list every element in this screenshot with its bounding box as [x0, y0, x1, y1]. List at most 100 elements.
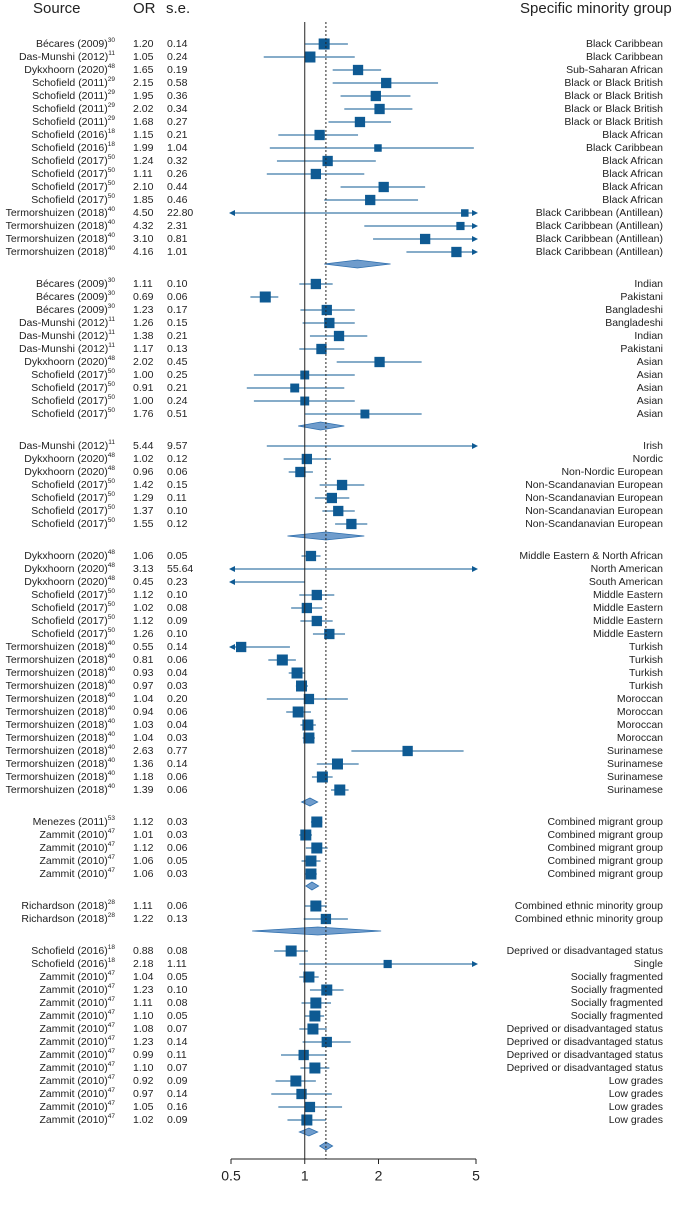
row-group: Asian [637, 408, 663, 420]
row-source: Termorshuizen (2018)40 [6, 232, 116, 245]
row-se: 0.36 [167, 90, 188, 102]
row-group: Turkish [629, 680, 663, 692]
row-source: Zammit (2010)47 [40, 854, 116, 867]
effect-square [333, 505, 344, 517]
row-source: Schofield (2011)29 [32, 89, 115, 102]
row-se: 0.04 [167, 719, 188, 731]
row-or: 0.69 [133, 291, 154, 303]
row-se: 0.05 [167, 855, 188, 867]
effect-square [451, 246, 462, 258]
row-source: Zammit (2010)47 [40, 1113, 116, 1126]
row-source: Termorshuizen (2018)40 [6, 219, 116, 232]
row-group: Surinamese [607, 784, 663, 796]
row-source: Termorshuizen (2018)40 [6, 679, 116, 692]
pooled-diamond [298, 421, 345, 431]
ci-arrow-left [229, 210, 235, 216]
row-group: Socially fragmented [571, 1010, 663, 1022]
row-group: Surinamese [607, 771, 663, 783]
row-source: Zammit (2010)47 [40, 996, 116, 1009]
row-group: Non-Scandanavian European [525, 492, 663, 504]
row-or: 1.42 [133, 479, 154, 491]
header-se: s.e. [166, 0, 191, 17]
effect-square [336, 479, 348, 491]
effect-square [290, 1075, 302, 1087]
row-se: 0.05 [167, 550, 188, 562]
row-source: Schofield (2011)29 [32, 76, 115, 89]
row-source: Zammit (2010)47 [40, 1048, 116, 1061]
effect-square [333, 330, 345, 342]
effect-square [303, 693, 315, 705]
pooled-diamond [324, 259, 391, 269]
row-source: Termorshuizen (2018)40 [6, 692, 116, 705]
row-or: 0.55 [133, 641, 154, 653]
row-source: Bécares (2009)30 [36, 290, 115, 303]
row-or: 0.96 [133, 466, 154, 478]
effect-square [295, 466, 306, 478]
effect-square [354, 116, 366, 128]
row-or: 1.04 [133, 693, 154, 705]
row-group: Combined migrant group [547, 842, 663, 854]
effect-square [316, 771, 328, 783]
row-or: 0.99 [133, 1049, 154, 1061]
row-se: 55.64 [167, 563, 193, 575]
row-group: Deprived or disadvantaged status [507, 1036, 663, 1048]
row-source: Schofield (2011)29 [32, 115, 115, 128]
row-group: Black or Black British [564, 77, 663, 89]
row-or: 0.97 [133, 1088, 154, 1100]
row-source: Richardson (2018)28 [21, 912, 115, 925]
row-se: 0.08 [167, 945, 188, 957]
row-group: Asian [637, 369, 663, 381]
ci-arrow-right [472, 236, 478, 242]
row-or: 1.02 [133, 453, 154, 465]
row-se: 0.03 [167, 829, 188, 841]
row-source: Schofield (2017)50 [31, 180, 115, 193]
header-group: Specific minority group [520, 0, 672, 17]
row-group: Nordic [633, 453, 663, 465]
row-source: Das-Munshi (2012)11 [19, 329, 115, 342]
row-se: 0.14 [167, 758, 188, 770]
row-or: 0.94 [133, 706, 154, 718]
row-or: 0.93 [133, 667, 154, 679]
row-group: Black African [602, 194, 663, 206]
effect-square [304, 51, 316, 63]
row-or: 4.16 [133, 246, 154, 258]
row-or: 1.05 [133, 1101, 154, 1113]
effect-square [292, 706, 304, 718]
row-or: 2.02 [133, 103, 154, 115]
row-group: Black Caribbean [586, 51, 663, 63]
row-se: 0.06 [167, 842, 188, 854]
row-group: Indian [634, 278, 663, 290]
header-source: Source [33, 0, 81, 17]
row-se: 0.13 [167, 343, 188, 355]
row-se: 0.11 [167, 1049, 187, 1061]
row-or: 1.23 [133, 304, 154, 316]
row-or: 1.12 [133, 816, 154, 828]
row-or: 1.10 [133, 1010, 154, 1022]
row-source: Zammit (2010)47 [40, 1035, 116, 1048]
row-group: Middle Eastern [593, 628, 663, 640]
row-se: 0.10 [167, 278, 188, 290]
effect-square [301, 1114, 313, 1126]
effect-square [310, 900, 322, 912]
row-source: Schofield (2017)50 [31, 478, 115, 491]
row-se: 0.10 [167, 628, 188, 640]
row-se: 0.06 [167, 291, 188, 303]
row-source: Zammit (2010)47 [40, 970, 116, 983]
effect-square [370, 90, 381, 102]
effect-square [305, 855, 317, 867]
row-or: 1.03 [133, 719, 154, 731]
effect-square [374, 356, 385, 368]
row-group: North American [591, 563, 664, 575]
row-se: 0.58 [167, 77, 188, 89]
row-se: 0.14 [167, 38, 188, 50]
row-or: 1.08 [133, 1023, 154, 1035]
row-or: 1.38 [133, 330, 154, 342]
row-se: 0.20 [167, 693, 188, 705]
row-or: 0.92 [133, 1075, 154, 1087]
row-group: Black Caribbean [586, 38, 663, 50]
row-group: Turkish [629, 667, 663, 679]
row-group: Deprived or disadvantaged status [507, 1023, 663, 1035]
row-or: 1.01 [133, 829, 154, 841]
effect-square [321, 1036, 332, 1048]
row-or: 2.63 [133, 745, 154, 757]
